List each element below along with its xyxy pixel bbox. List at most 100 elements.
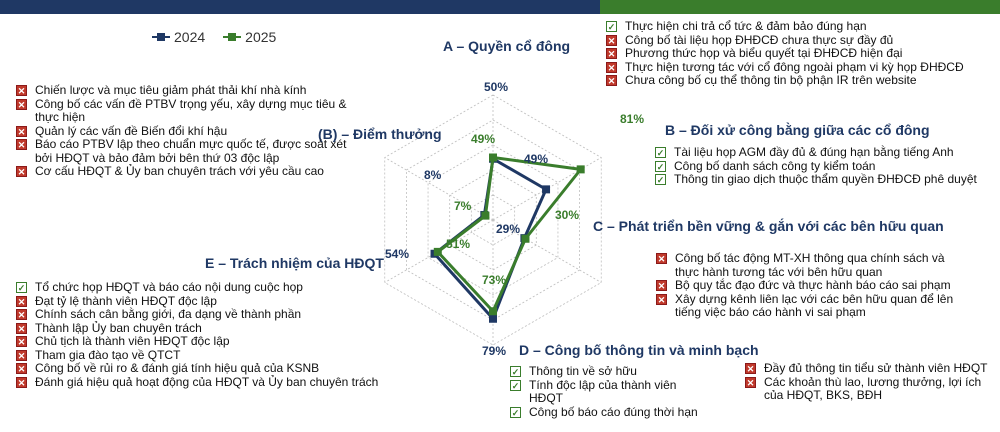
series-point-2025: [489, 307, 497, 316]
cross-icon: ✕: [16, 322, 27, 334]
cross-icon: ✕: [606, 75, 617, 86]
grid-spoke: [384, 157, 494, 221]
section-title-e: E – Trách nhiệm của HĐQT: [205, 255, 384, 271]
list-item: ✕ Quản lý các vấn đề Biến đổi khí hậu: [16, 123, 228, 138]
legend-swatch-2025: [223, 32, 242, 42]
cross-icon: ✕: [656, 253, 667, 264]
data-label-bonus-2024: 8%: [424, 168, 442, 182]
list-item: ✕ Đánh giá hiệu quả hoạt động của HĐQT và…: [16, 374, 379, 389]
section-c-list: ✕ Công bố tác động MT-XH thông qua chính …: [656, 251, 966, 320]
cross-icon: ✕: [16, 85, 27, 96]
cross-icon: ✕: [16, 166, 27, 177]
section-b-list: ✓ Tài liệu họp AGM đầy đủ & đúng hạn bằng…: [655, 145, 985, 187]
list-item: ✕ Cơ cấu HĐQT & Ủy ban chuyên trách với y…: [16, 164, 324, 178]
cross-icon: ✕: [16, 295, 27, 307]
section-title-a: A – Quyền cổ đông: [443, 38, 571, 54]
legend-item-2024: 2024: [152, 29, 205, 45]
data-label-a-2025: 50%: [484, 80, 509, 94]
list-item: ✓ Tính độc lập của thành viên HĐQT: [510, 377, 677, 405]
cross-icon: ✕: [16, 363, 27, 374]
data-label-d-2025: 73%: [482, 273, 507, 287]
legend-label-2024: 2024: [174, 29, 206, 45]
top-bar-green: [600, 0, 1000, 14]
series-point-2025: [433, 247, 442, 256]
list-item: ✓ Công bố danh sách công ty kiểm toán: [655, 158, 876, 173]
section-title-b: B – Đối xử công bằng giữa các cổ đông: [665, 122, 930, 138]
data-label-d-2024: 79%: [482, 344, 507, 358]
radar-series: [430, 153, 585, 323]
check-icon: ✓: [510, 406, 521, 418]
list-item: ✕ Đầy đủ thông tin tiểu sử thành viên HĐQ…: [745, 361, 988, 375]
cross-icon: ✕: [16, 376, 27, 388]
cross-icon: ✕: [745, 363, 756, 374]
cross-icon: ✕: [16, 336, 27, 347]
section-bonus-list: ✕ Chiến lược và mục tiêu giảm phát thải k…: [16, 83, 366, 179]
cross-icon: ✕: [656, 280, 667, 291]
top-bar-blue: [0, 0, 600, 14]
list-item: ✓ Thông tin giao dịch thuộc thẩm quyền ĐH…: [655, 172, 977, 186]
series-point-2025: [521, 234, 530, 243]
list-item: ✕ Chưa công bố cụ thể thông tin bộ phận I…: [606, 73, 917, 87]
list-item: ✕ Các khoản thù lao, lương thưởng, lợi íc…: [745, 374, 982, 402]
series-point-2025: [489, 153, 497, 162]
data-label-e-2025: 51%: [446, 237, 471, 251]
check-icon: ✓: [510, 379, 521, 391]
list-item: ✕ Công bố tác động MT-XH thông qua chính …: [656, 251, 945, 279]
legend-label-2025: 2025: [245, 29, 277, 45]
cross-icon: ✕: [16, 139, 27, 150]
list-item: ✕ Công bố tài liệu họp ĐHĐCĐ chưa thực sự…: [606, 32, 894, 47]
list-item: ✓ Công bố báo cáo đúng thời hạn: [510, 404, 698, 419]
list-item: ✕ Thành lập Ủy ban chuyên trách: [16, 320, 202, 335]
data-label-bonus-2025: 7%: [454, 199, 472, 213]
chart-legend: 2024 2025: [152, 29, 276, 45]
cross-icon: ✕: [16, 309, 27, 320]
list-item: ✕ Đạt tỷ lệ thành viên HĐQT độc lập: [16, 293, 217, 308]
section-title-d: D – Công bố thông tin và minh bạch: [519, 342, 759, 358]
data-label-e-2024: 54%: [385, 247, 410, 261]
section-d-list-left: ✓ Thông tin về sở hữu ✓ Tính độc lập của t…: [510, 364, 710, 419]
check-icon: ✓: [655, 160, 666, 172]
list-item: ✓ Tài liệu họp AGM đầy đủ & đúng hạn bằng…: [655, 145, 954, 159]
list-item: ✕ Chủ tịch là thành viên HĐQT độc lập: [16, 334, 230, 348]
series-point-2025: [576, 165, 585, 174]
check-icon: ✓: [16, 282, 27, 293]
list-item: ✕ Chiến lược và mục tiêu giảm phát thải k…: [16, 83, 307, 97]
cross-icon: ✕: [16, 349, 27, 361]
list-item: ✕ Bộ quy tắc đạo đức và thực hành báo cáo…: [656, 278, 951, 292]
section-d-list-right: ✕ Đầy đủ thông tin tiểu sử thành viên HĐQ…: [745, 361, 990, 403]
list-item: ✓ Thông tin về sở hữu: [510, 364, 637, 378]
list-item: ✕ Công bố về rủi ro & đánh giá tính hiệu …: [16, 361, 320, 375]
grid-spoke: [384, 219, 494, 283]
cross-icon: ✕: [745, 376, 756, 388]
section-e-list: ✓ Tổ chức họp HĐQT và báo cáo nội dung cu…: [16, 280, 416, 389]
data-label-c-2025: 30%: [555, 208, 580, 222]
check-icon: ✓: [655, 147, 666, 158]
section-title-bonus: (B) – Điểm thưởng: [318, 126, 442, 142]
check-icon: ✓: [655, 174, 666, 185]
list-item: ✕ Tham gia đào tạo về QTCT: [16, 347, 181, 362]
cross-icon: ✕: [606, 61, 617, 73]
series-point-2025: [481, 211, 490, 220]
list-item: ✕ Phương thức họp và biểu quyết tại ĐHĐCĐ…: [606, 46, 903, 60]
data-label-b-2024: 49%: [524, 152, 549, 166]
cross-icon: ✕: [656, 293, 667, 305]
section-a-list: ✓ Thực hiện chi trả cổ tức & đảm bảo đúng…: [606, 19, 996, 88]
list-item: ✕ Công bố các vấn đề PTBV trọng yếu, xây …: [16, 96, 347, 124]
cross-icon: ✕: [606, 34, 617, 46]
data-label-a-2025-inner: 49%: [471, 132, 496, 146]
legend-item-2025: 2025: [223, 29, 276, 45]
grid-ring: [427, 144, 559, 296]
list-item: ✕ Báo cáo PTBV lập theo chuẩn mực quốc tế…: [16, 137, 347, 165]
legend-swatch-2024: [152, 32, 170, 42]
grid-spoke: [492, 219, 602, 283]
list-item: ✕ Chính sách cân bằng giới, đa dạng về th…: [16, 307, 302, 321]
check-icon: ✓: [510, 366, 521, 377]
section-title-c: C – Phát triển bền vững & gắn với các bê…: [593, 218, 944, 234]
list-item: ✓ Tổ chức họp HĐQT và báo cáo nội dung cu…: [16, 280, 303, 294]
series-point-2024: [489, 314, 497, 323]
list-item: ✕ Xây dựng kênh liên lạc với các bên hữu …: [656, 291, 954, 319]
data-label-b-2025: 81%: [620, 112, 645, 126]
list-item: ✓ Thực hiện chi trả cổ tức & đảm bảo đúng…: [606, 19, 867, 33]
top-color-bar: [0, 0, 1000, 14]
cross-icon: ✕: [16, 98, 27, 110]
